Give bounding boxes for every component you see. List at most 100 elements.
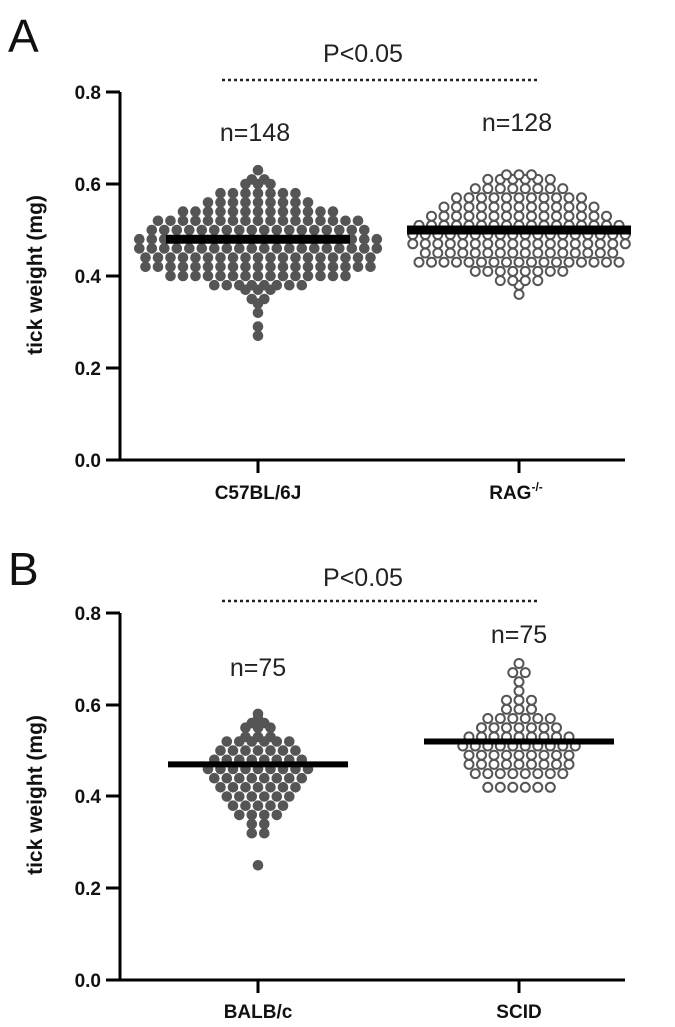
panel-a-xtick-label-rag-sup: -/-	[531, 480, 542, 494]
panel-b-ytick-label-0.8: 0.8	[75, 604, 101, 625]
panel-b-point	[284, 772, 295, 784]
panel-a-point	[209, 243, 220, 254]
panel-b-point	[234, 772, 245, 784]
panel-a-point	[215, 261, 226, 273]
panel-a-point	[259, 279, 270, 291]
panel-a-point	[165, 252, 176, 263]
panel-a-ylabel: tick weight (mg)	[24, 195, 47, 355]
panel-a-point	[215, 206, 226, 217]
panel-a-point	[259, 224, 270, 236]
panel-a-point	[352, 252, 364, 263]
panel-a-point	[365, 261, 376, 273]
panel-a-point	[513, 288, 525, 300]
panel-a-point	[334, 243, 345, 254]
panel-a-point	[526, 192, 537, 204]
panel-b-point	[246, 772, 258, 784]
panel-a-point	[359, 233, 370, 245]
panel-a-point	[482, 238, 494, 250]
panel-a-point	[494, 265, 506, 277]
panel-a-point	[352, 261, 364, 273]
panel-a-point	[457, 247, 469, 259]
panel-b-point	[563, 749, 575, 761]
panel-b-point	[227, 782, 239, 793]
panel-a-point	[488, 201, 500, 213]
panel-b: B P<0.05 tick weight (mg) 0.8 0.6 0.4 0.…	[8, 543, 625, 1023]
panel-a-point	[146, 243, 158, 254]
panel-a-point	[588, 256, 600, 268]
panel-a-point	[271, 279, 283, 291]
panel-b-point	[526, 758, 537, 770]
panel-a-point	[202, 252, 214, 263]
panel-b-point	[513, 694, 525, 706]
panel-a-point	[532, 265, 544, 277]
panel-a-point	[419, 247, 431, 259]
panel-a-point	[544, 238, 556, 250]
panel-a-point	[184, 243, 195, 254]
panel-a-point	[252, 164, 264, 176]
panel-b-point	[513, 658, 525, 669]
panel-a-point	[507, 265, 519, 277]
panel-a-point	[240, 197, 251, 208]
panel-a-point	[259, 243, 270, 254]
panel-b-letter: B	[8, 543, 39, 595]
panel-a-point	[451, 192, 462, 204]
panel-b-point	[538, 749, 550, 761]
panel-a-point	[532, 275, 544, 287]
panel-a-point	[271, 224, 283, 236]
panel-b-point	[234, 809, 245, 821]
panel-b-point	[482, 713, 494, 724]
panel-a-point	[340, 215, 351, 227]
panel-a-point	[513, 210, 525, 222]
panel-b-point	[563, 758, 575, 770]
panel-a-point	[215, 197, 226, 208]
panel-a-point	[190, 252, 201, 263]
panel-b-point	[284, 791, 295, 802]
panel-b-point	[246, 827, 258, 839]
panel-a-point	[196, 224, 208, 236]
panel-a-ytick-label-0.6: 0.6	[75, 175, 101, 196]
panel-a-point	[451, 201, 462, 213]
panel-a-point	[134, 233, 145, 245]
panel-a-point	[352, 215, 364, 227]
panel-a-point	[488, 256, 500, 268]
panel-b-point	[488, 758, 500, 770]
panel-b-point	[240, 800, 251, 811]
panel-b-ytick-label-0.6: 0.6	[75, 696, 101, 717]
panel-a-point	[290, 252, 301, 263]
panel-b-ylabel: tick weight (mg)	[24, 715, 47, 875]
panel-b-point	[221, 772, 233, 784]
panel-a-point	[271, 243, 283, 254]
panel-a-point	[576, 201, 587, 213]
panel-a-point	[526, 256, 537, 268]
panel-a-point	[463, 256, 475, 268]
panel-b-point	[513, 722, 525, 734]
panel-a-point	[240, 187, 251, 199]
panel-a-point	[607, 238, 619, 250]
panel-b-point	[507, 768, 519, 780]
panel-a-point	[265, 187, 276, 199]
panel-a-point	[607, 247, 619, 259]
panel-a-point	[252, 206, 264, 217]
panel-a-point	[538, 201, 550, 213]
panel-b-point	[290, 782, 301, 793]
panel-b-point	[246, 818, 258, 830]
panel-a-point	[557, 238, 569, 250]
panel-a-significance: P<0.05	[323, 40, 403, 68]
panel-a-point	[426, 210, 437, 222]
panel-a-point	[209, 279, 220, 291]
panel-a-point	[519, 238, 531, 250]
panel-a-point	[190, 261, 201, 273]
panel-a-point	[246, 224, 258, 236]
panel-a-point	[240, 252, 251, 263]
panel-a-point	[563, 192, 575, 204]
panel-a-point	[551, 210, 562, 222]
panel-b-point	[507, 781, 519, 793]
panel-a-point	[526, 201, 537, 213]
panel-a-point	[252, 187, 264, 199]
panel-b-point	[488, 749, 500, 761]
panel-b-point	[252, 782, 264, 793]
panel-b-point	[494, 781, 506, 793]
panel-a-point	[146, 233, 158, 245]
panel-a-point	[482, 247, 494, 259]
